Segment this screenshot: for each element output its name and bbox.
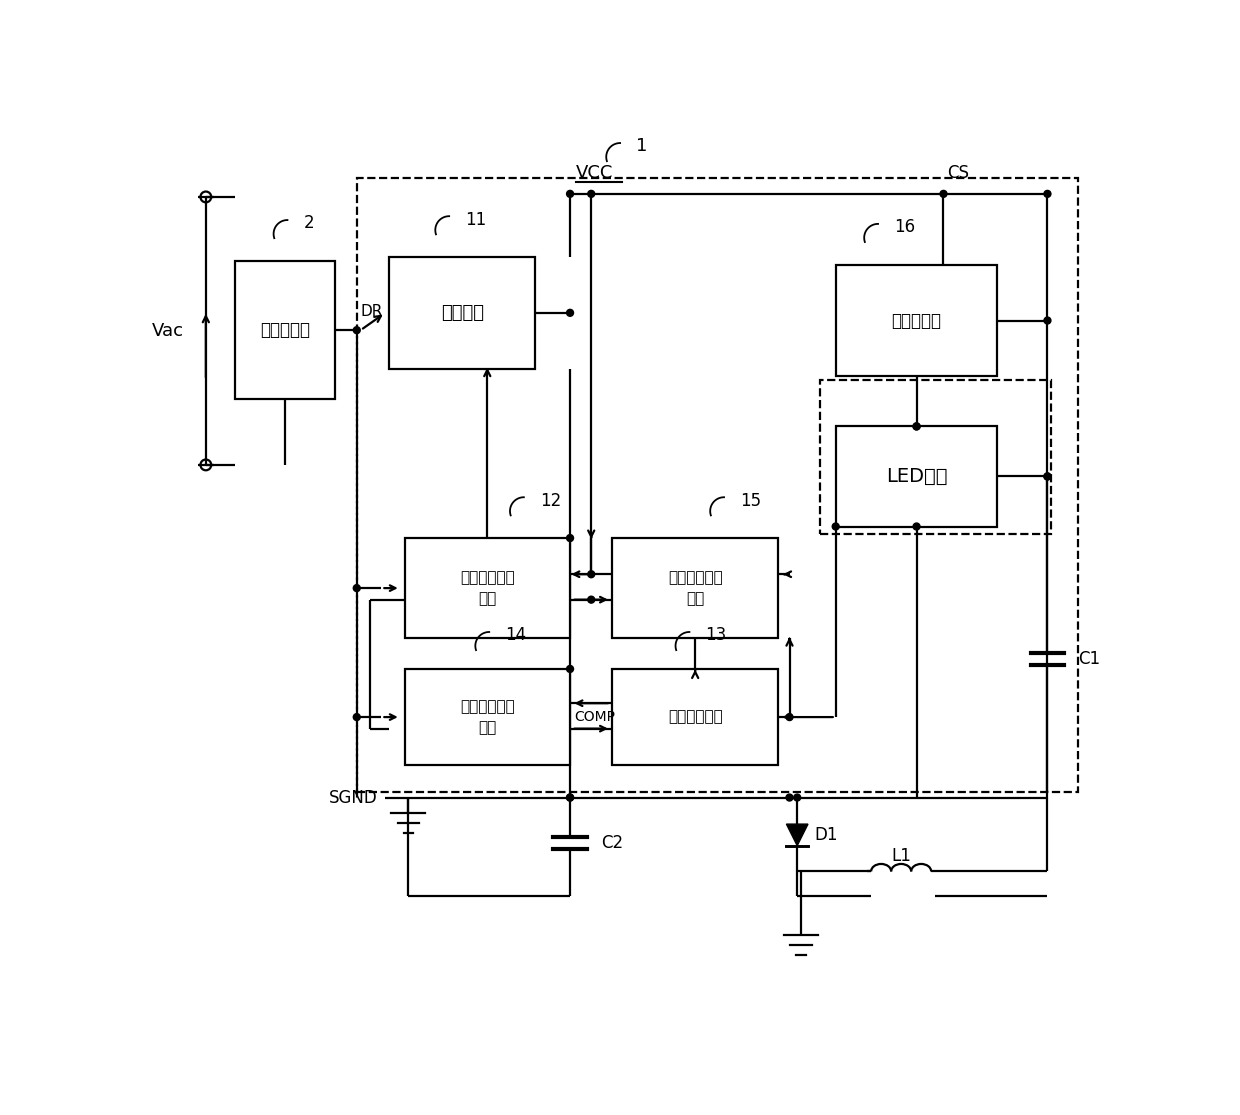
Text: L1: L1 <box>892 847 911 865</box>
Text: CS: CS <box>947 164 970 182</box>
Text: 关断时间控制
电路: 关断时间控制 电路 <box>668 570 723 607</box>
FancyBboxPatch shape <box>236 261 335 399</box>
Circle shape <box>567 794 574 801</box>
Text: 16: 16 <box>894 219 915 236</box>
Circle shape <box>1044 191 1052 197</box>
Circle shape <box>588 191 595 197</box>
Text: LED负载: LED负载 <box>885 467 947 486</box>
Text: 1: 1 <box>636 137 647 155</box>
Text: Vac: Vac <box>153 322 185 340</box>
Circle shape <box>786 714 792 720</box>
FancyBboxPatch shape <box>836 264 997 377</box>
Text: 恒流源电路: 恒流源电路 <box>892 311 941 330</box>
Text: 误差放大电路: 误差放大电路 <box>668 709 723 725</box>
Circle shape <box>1044 317 1052 324</box>
Text: 脉冲信号生成
电路: 脉冲信号生成 电路 <box>460 570 515 607</box>
Text: 11: 11 <box>465 211 486 229</box>
Text: 12: 12 <box>541 492 562 510</box>
Text: 13: 13 <box>706 627 727 644</box>
Text: SGND: SGND <box>329 788 377 806</box>
Text: 开关电路: 开关电路 <box>440 303 484 322</box>
Circle shape <box>353 327 361 333</box>
Circle shape <box>1044 473 1052 479</box>
Circle shape <box>940 191 947 197</box>
Text: VCC: VCC <box>577 164 614 182</box>
Circle shape <box>1044 473 1052 479</box>
Circle shape <box>786 794 792 801</box>
Text: 14: 14 <box>506 627 527 644</box>
Circle shape <box>567 309 574 317</box>
FancyBboxPatch shape <box>404 539 570 638</box>
Polygon shape <box>786 824 808 845</box>
Circle shape <box>588 597 595 603</box>
Circle shape <box>913 423 920 430</box>
Circle shape <box>353 584 361 592</box>
Circle shape <box>794 794 801 801</box>
FancyBboxPatch shape <box>613 669 777 765</box>
Text: 导通时间控制
电路: 导通时间控制 电路 <box>460 699 515 735</box>
Circle shape <box>353 714 361 720</box>
FancyBboxPatch shape <box>404 669 570 765</box>
Text: 2: 2 <box>304 214 314 232</box>
Circle shape <box>567 191 574 197</box>
Circle shape <box>588 571 595 578</box>
Text: DR: DR <box>361 304 383 319</box>
Circle shape <box>913 523 920 530</box>
Circle shape <box>567 534 574 542</box>
Text: COMP: COMP <box>574 710 615 724</box>
FancyBboxPatch shape <box>836 426 997 526</box>
Text: D1: D1 <box>815 826 838 844</box>
FancyBboxPatch shape <box>389 256 536 369</box>
Text: 15: 15 <box>740 492 761 510</box>
Circle shape <box>832 523 839 530</box>
Circle shape <box>913 423 920 430</box>
Circle shape <box>567 794 574 801</box>
Text: 整流桥电路: 整流桥电路 <box>260 321 310 339</box>
Circle shape <box>567 666 574 672</box>
Text: C1: C1 <box>1079 650 1100 668</box>
FancyBboxPatch shape <box>613 539 777 638</box>
Text: C2: C2 <box>601 834 622 852</box>
